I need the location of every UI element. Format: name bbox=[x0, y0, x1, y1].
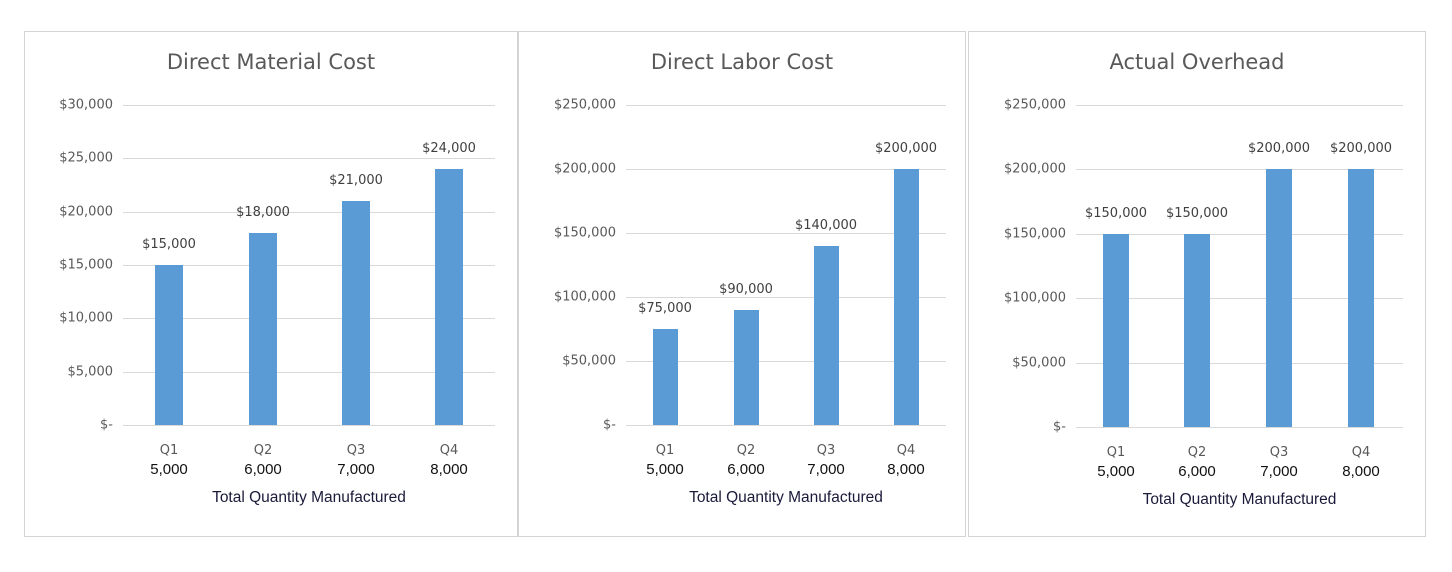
x-axis-category-label: Q4 bbox=[439, 443, 459, 458]
bar-q1[interactable] bbox=[1103, 233, 1129, 427]
gridline bbox=[1076, 105, 1403, 106]
x-axis-category-label: Q2 bbox=[253, 443, 273, 458]
chart-panel-direct-labor: Direct Labor Cost $250,000 $200,000 $150,00… bbox=[518, 31, 966, 537]
chart-panel-direct-material: Direct Material Cost $30,000 $25,000 $20,00… bbox=[24, 31, 518, 537]
y-axis-tick-label: $100,000 bbox=[1003, 290, 1066, 306]
data-label: $75,000 bbox=[638, 301, 692, 316]
y-axis-tick-label: $- bbox=[100, 417, 113, 433]
y-axis-tick-label: $- bbox=[603, 417, 616, 433]
plot-area: $250,000 $200,000 $150,000 $100,000 $50,000 $… bbox=[1004, 98, 1403, 480]
bar-q4[interactable] bbox=[435, 169, 463, 425]
bar-q1[interactable] bbox=[155, 265, 183, 425]
x-axis-category-label: Q4 bbox=[896, 443, 916, 458]
y-axis-tick-label: $30,000 bbox=[59, 97, 113, 113]
gridline bbox=[123, 265, 495, 266]
x-axis-category-label: Q2 bbox=[736, 443, 756, 458]
gridline bbox=[1076, 169, 1403, 171]
x-axis-quantity-label: 7,000 bbox=[1260, 463, 1298, 480]
gridline bbox=[1076, 233, 1403, 235]
x-axis-quantity-label: 7,000 bbox=[337, 461, 375, 478]
bar-q3[interactable] bbox=[1266, 169, 1292, 427]
gridline bbox=[1076, 362, 1403, 364]
plot-area: $250,000 $200,000 $150,000 $100,000 $50,000 $… bbox=[554, 98, 946, 478]
x-axis-category-label: Q3 bbox=[816, 443, 836, 458]
chart-title: Direct Labor Cost bbox=[650, 50, 834, 74]
x-axis-quantity-label: 5,000 bbox=[646, 461, 684, 478]
y-axis-tick-label: $- bbox=[1053, 419, 1066, 435]
data-label: $15,000 bbox=[142, 237, 196, 252]
bar-q2[interactable] bbox=[733, 309, 759, 425]
x-axis-title: Total Quantity Manufactured bbox=[689, 489, 883, 506]
data-label: $21,000 bbox=[329, 173, 383, 188]
bar-q2[interactable] bbox=[249, 233, 277, 425]
gridline bbox=[123, 318, 495, 320]
gridline bbox=[626, 425, 946, 426]
x-axis-category-label: Q1 bbox=[655, 443, 675, 458]
x-axis-title: Total Quantity Manufactured bbox=[212, 489, 406, 506]
gridline bbox=[626, 169, 946, 170]
y-axis-tick-label: $150,000 bbox=[1003, 226, 1066, 242]
y-axis-tick-label: $50,000 bbox=[562, 353, 616, 369]
gridline bbox=[626, 361, 946, 362]
y-axis-tick-label: $150,000 bbox=[553, 225, 616, 241]
data-label: $150,000 bbox=[1084, 205, 1148, 221]
data-label: $140,000 bbox=[794, 217, 858, 233]
y-axis-tick-label: $50,000 bbox=[1012, 355, 1066, 371]
bar-q4[interactable] bbox=[893, 169, 919, 425]
x-axis-quantity-label: 5,000 bbox=[150, 461, 188, 478]
y-axis-tick-label: $25,000 bbox=[59, 150, 113, 166]
gridline bbox=[123, 371, 495, 373]
gridline bbox=[123, 425, 495, 426]
data-label: $18,000 bbox=[236, 205, 290, 220]
y-axis-tick-label: $250,000 bbox=[553, 97, 616, 113]
x-axis-quantity-label: 8,000 bbox=[1342, 463, 1380, 480]
plot-area: $30,000 $25,000 $20,000 $15,000 $10,000 $5,00… bbox=[59, 98, 495, 478]
chart-title: Actual Overhead bbox=[1109, 50, 1285, 74]
x-axis-category-label: Q1 bbox=[159, 443, 179, 458]
y-axis-tick-label: $20,000 bbox=[59, 204, 113, 220]
gridline bbox=[626, 297, 946, 298]
gridline bbox=[626, 233, 946, 234]
data-label: $24,000 bbox=[422, 141, 476, 156]
x-axis-quantity-label: 8,000 bbox=[887, 461, 925, 478]
x-axis-quantity-label: 8,000 bbox=[430, 461, 468, 478]
x-axis-category-label: Q3 bbox=[346, 443, 366, 458]
x-axis-quantity-label: 5,000 bbox=[1097, 463, 1135, 480]
data-label: $200,000 bbox=[1329, 141, 1393, 157]
x-axis-category-label: Q4 bbox=[1351, 445, 1371, 460]
x-axis-quantity-label: 6,000 bbox=[1178, 463, 1216, 480]
bar-q2[interactable] bbox=[1184, 233, 1210, 427]
data-label: $150,000 bbox=[1165, 205, 1229, 221]
x-axis-category-label: Q2 bbox=[1187, 445, 1207, 460]
gridline bbox=[123, 211, 495, 213]
y-axis-tick-label: $200,000 bbox=[1003, 161, 1066, 177]
gridline bbox=[1076, 298, 1403, 300]
data-label: $200,000 bbox=[874, 141, 938, 156]
gridline bbox=[626, 105, 946, 106]
x-axis-quantity-label: 6,000 bbox=[244, 461, 282, 478]
x-axis-title: Total Quantity Manufactured bbox=[1142, 491, 1337, 508]
x-axis-quantity-label: 6,000 bbox=[727, 461, 765, 478]
y-axis-tick-label: $200,000 bbox=[553, 161, 616, 177]
bar-q4[interactable] bbox=[1348, 169, 1374, 427]
chart-title: Direct Material Cost bbox=[166, 50, 376, 74]
y-axis-tick-label: $5,000 bbox=[67, 364, 114, 380]
x-axis-quantity-label: 7,000 bbox=[807, 461, 845, 478]
bar-q3[interactable] bbox=[813, 245, 839, 425]
y-axis-tick-label: $10,000 bbox=[59, 310, 113, 326]
gridline bbox=[1076, 427, 1403, 428]
y-axis-tick-label: $100,000 bbox=[553, 289, 616, 305]
bar-q1[interactable] bbox=[652, 329, 678, 425]
data-label: $90,000 bbox=[719, 281, 773, 297]
data-label: $200,000 bbox=[1247, 141, 1311, 157]
chart-panel-actual-overhead: Actual Overhead $250,000 $200,000 $150,000 $… bbox=[968, 31, 1426, 537]
y-axis-tick-label: $250,000 bbox=[1003, 97, 1066, 113]
y-axis-tick-label: $15,000 bbox=[59, 257, 113, 273]
gridline bbox=[123, 105, 495, 106]
x-axis-category-label: Q3 bbox=[1269, 445, 1289, 460]
x-axis-category-label: Q1 bbox=[1106, 445, 1126, 460]
gridline bbox=[123, 158, 495, 160]
bar-q3[interactable] bbox=[342, 201, 370, 425]
